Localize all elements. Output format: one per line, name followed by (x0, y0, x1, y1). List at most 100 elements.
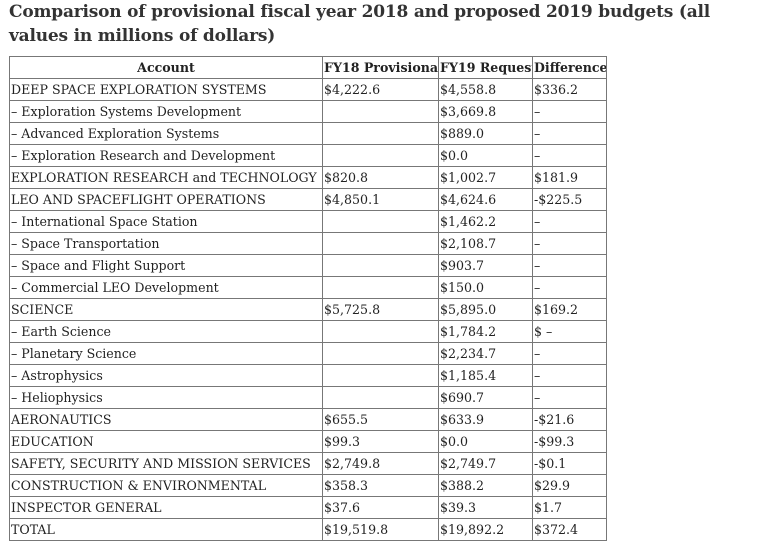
account-cell: – Exploration Systems Development (9, 100, 323, 123)
table-row: – International Space Station $1,462.2– (9, 210, 607, 233)
table-row: AERONAUTICS $655.5 $633.9 -$21.6 (9, 408, 607, 431)
fy19-cell: $19,892.2 (438, 518, 533, 541)
account-cell: – Planetary Science (9, 342, 323, 365)
fy19-cell: $4,558.8 (438, 78, 533, 101)
fy18-cell: $4,850.1 (322, 188, 439, 211)
table-row: – Commercial LEO Development $150.0– (9, 276, 607, 299)
table-row: – Exploration Systems Development $3,669.… (9, 100, 607, 123)
difference-cell: – (532, 144, 607, 167)
difference-cell: $336.2 (532, 78, 607, 101)
account-cell: – Space and Flight Support (9, 254, 323, 277)
account-cell: – Exploration Research and Development (9, 144, 323, 167)
fy18-cell (322, 254, 439, 277)
table-row: DEEP SPACE EXPLORATION SYSTEMS $4,222.6 $4… (9, 78, 607, 101)
fy18-cell: $820.8 (322, 166, 439, 189)
difference-cell: – (532, 210, 607, 233)
table-row: – Heliophysics $690.7– (9, 386, 607, 409)
table-title: Comparison of provisional fiscal year 20… (9, 2, 711, 46)
table-row: – Space and Flight Support $903.7– (9, 254, 607, 277)
fy19-cell: $39.3 (438, 496, 533, 519)
table-row: EXPLORATION RESEARCH and TECHNOLOGY $820.… (9, 166, 607, 189)
table-row: SAFETY, SECURITY AND MISSION SERVICES $2,… (9, 452, 607, 475)
table-row: – Astrophysics $1,185.4– (9, 364, 607, 387)
difference-cell: -$21.6 (532, 408, 607, 431)
header-difference: Difference (532, 56, 607, 79)
fy18-cell: $19,519.8 (322, 518, 439, 541)
fy18-cell: $4,222.6 (322, 78, 439, 101)
header-fy19: FY19 Request (438, 56, 533, 79)
account-cell: – International Space Station (9, 210, 323, 233)
fy19-cell: $1,462.2 (438, 210, 533, 233)
difference-cell: – (532, 232, 607, 255)
difference-cell: -$99.3 (532, 430, 607, 453)
fy19-cell: $2,108.7 (438, 232, 533, 255)
fy19-cell: $5,895.0 (438, 298, 533, 321)
fy19-cell: $4,624.6 (438, 188, 533, 211)
difference-cell: -$225.5 (532, 188, 607, 211)
account-cell: – Advanced Exploration Systems (9, 122, 323, 145)
fy18-cell: $5,725.8 (322, 298, 439, 321)
difference-cell: $1.7 (532, 496, 607, 519)
table-row: – Exploration Research and Development $0… (9, 144, 607, 167)
account-cell: – Earth Science (9, 320, 323, 343)
fy19-cell: $690.7 (438, 386, 533, 409)
fy18-cell (322, 100, 439, 123)
difference-cell: – (532, 364, 607, 387)
fy18-cell (322, 144, 439, 167)
difference-cell: – (532, 122, 607, 145)
table-row: – Advanced Exploration Systems $889.0– (9, 122, 607, 145)
fy18-cell (322, 276, 439, 299)
fy19-cell: $2,749.7 (438, 452, 533, 475)
account-cell: LEO AND SPACEFLIGHT OPERATIONS (9, 188, 323, 211)
account-cell: – Space Transportation (9, 232, 323, 255)
account-cell: – Astrophysics (9, 364, 323, 387)
difference-cell: -$0.1 (532, 452, 607, 475)
table-row: LEO AND SPACEFLIGHT OPERATIONS $4,850.1 $4… (9, 188, 607, 211)
difference-cell: $169.2 (532, 298, 607, 321)
fy18-cell: $2,749.8 (322, 452, 439, 475)
difference-cell: $29.9 (532, 474, 607, 497)
fy18-cell: $37.6 (322, 496, 439, 519)
fy18-cell (322, 386, 439, 409)
fy19-cell: $903.7 (438, 254, 533, 277)
fy18-cell (322, 232, 439, 255)
fy19-cell: $3,669.8 (438, 100, 533, 123)
account-cell: – Heliophysics (9, 386, 323, 409)
fy19-cell: $1,185.4 (438, 364, 533, 387)
table-row: INSPECTOR GENERAL $37.6 $39.3 $1.7 (9, 496, 607, 519)
account-cell: EDUCATION (9, 430, 323, 453)
fy19-cell: $388.2 (438, 474, 533, 497)
table-header-row: Account FY18 Provisional FY19 Request Di… (9, 56, 607, 79)
fy19-cell: $0.0 (438, 430, 533, 453)
account-cell: INSPECTOR GENERAL (9, 496, 323, 519)
account-cell: TOTAL (9, 518, 323, 541)
fy18-cell: $99.3 (322, 430, 439, 453)
difference-cell: – (532, 100, 607, 123)
table-row: EDUCATION $99.3 $0.0 -$99.3 (9, 430, 607, 453)
fy19-cell: $1,002.7 (438, 166, 533, 189)
difference-cell: $ – (532, 320, 607, 343)
difference-cell: $372.4 (532, 518, 607, 541)
fy18-cell (322, 210, 439, 233)
table-row: – Planetary Science $2,234.7– (9, 342, 607, 365)
account-cell: SAFETY, SECURITY AND MISSION SERVICES (9, 452, 323, 475)
fy18-cell (322, 122, 439, 145)
fy18-cell (322, 364, 439, 387)
table-row: – Space Transportation $2,108.7– (9, 232, 607, 255)
fy19-cell: $889.0 (438, 122, 533, 145)
table-row: – Earth Science $1,784.2 $ – (9, 320, 607, 343)
fy19-cell: $2,234.7 (438, 342, 533, 365)
difference-cell: – (532, 342, 607, 365)
account-cell: SCIENCE (9, 298, 323, 321)
table-row: CONSTRUCTION & ENVIRONMENTAL $358.3 $388.2… (9, 474, 607, 497)
account-cell: EXPLORATION RESEARCH and TECHNOLOGY (9, 166, 323, 189)
fy19-cell: $0.0 (438, 144, 533, 167)
budget-table: Account FY18 Provisional FY19 Request Di… (9, 56, 607, 541)
header-account: Account (9, 56, 323, 79)
fy18-cell (322, 342, 439, 365)
fy18-cell: $358.3 (322, 474, 439, 497)
fy18-cell (322, 320, 439, 343)
table-row: SCIENCE $5,725.8 $5,895.0 $169.2 (9, 298, 607, 321)
account-cell: DEEP SPACE EXPLORATION SYSTEMS (9, 78, 323, 101)
account-cell: AERONAUTICS (9, 408, 323, 431)
